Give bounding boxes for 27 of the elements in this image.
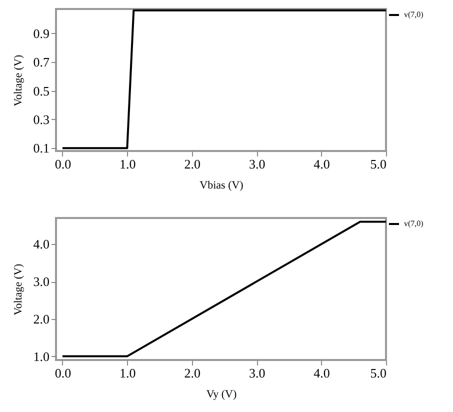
x-tick-label: 4.0 (314, 156, 330, 172)
y-tick-label: 1.0 (33, 348, 50, 364)
y-tick-label: 0.3 (33, 112, 50, 127)
x-tick-label: 2.0 (184, 366, 201, 380)
y-tick-label: 3.0 (33, 274, 50, 290)
y-axis-title: Voltage (V) (12, 263, 24, 316)
y-tick-label: 0.9 (33, 26, 50, 41)
legend-label: v(7,0) (404, 10, 424, 19)
y-axis-title: Voltage (V) (12, 54, 24, 106)
x-tick-label: 5.0 (370, 366, 386, 380)
x-tick-label: 0.0 (54, 366, 72, 380)
x-tick-label: 1.0 (120, 366, 136, 380)
x-tick-label: 1.0 (120, 156, 136, 172)
x-tick-label: 5.0 (370, 156, 386, 172)
x-tick-label: 3.0 (248, 366, 266, 380)
legend-label: v(7,0) (404, 219, 424, 228)
x-tick-label: 4.0 (314, 366, 330, 380)
y-tick-label: 0.1 (33, 140, 50, 156)
x-tick-label: 3.0 (248, 156, 266, 172)
x-axis-title: Vbias (V) (200, 180, 244, 192)
y-tick-label: 0.5 (33, 83, 50, 98)
x-tick-label: 0.0 (54, 156, 72, 172)
y-tick-label: 4.0 (33, 236, 50, 252)
y-tick-label: 2.0 (33, 311, 50, 326)
y-tick-label: 0.7 (33, 54, 50, 70)
x-tick-label: 2.0 (184, 156, 201, 172)
x-axis-title: Vy (V) (206, 388, 237, 400)
